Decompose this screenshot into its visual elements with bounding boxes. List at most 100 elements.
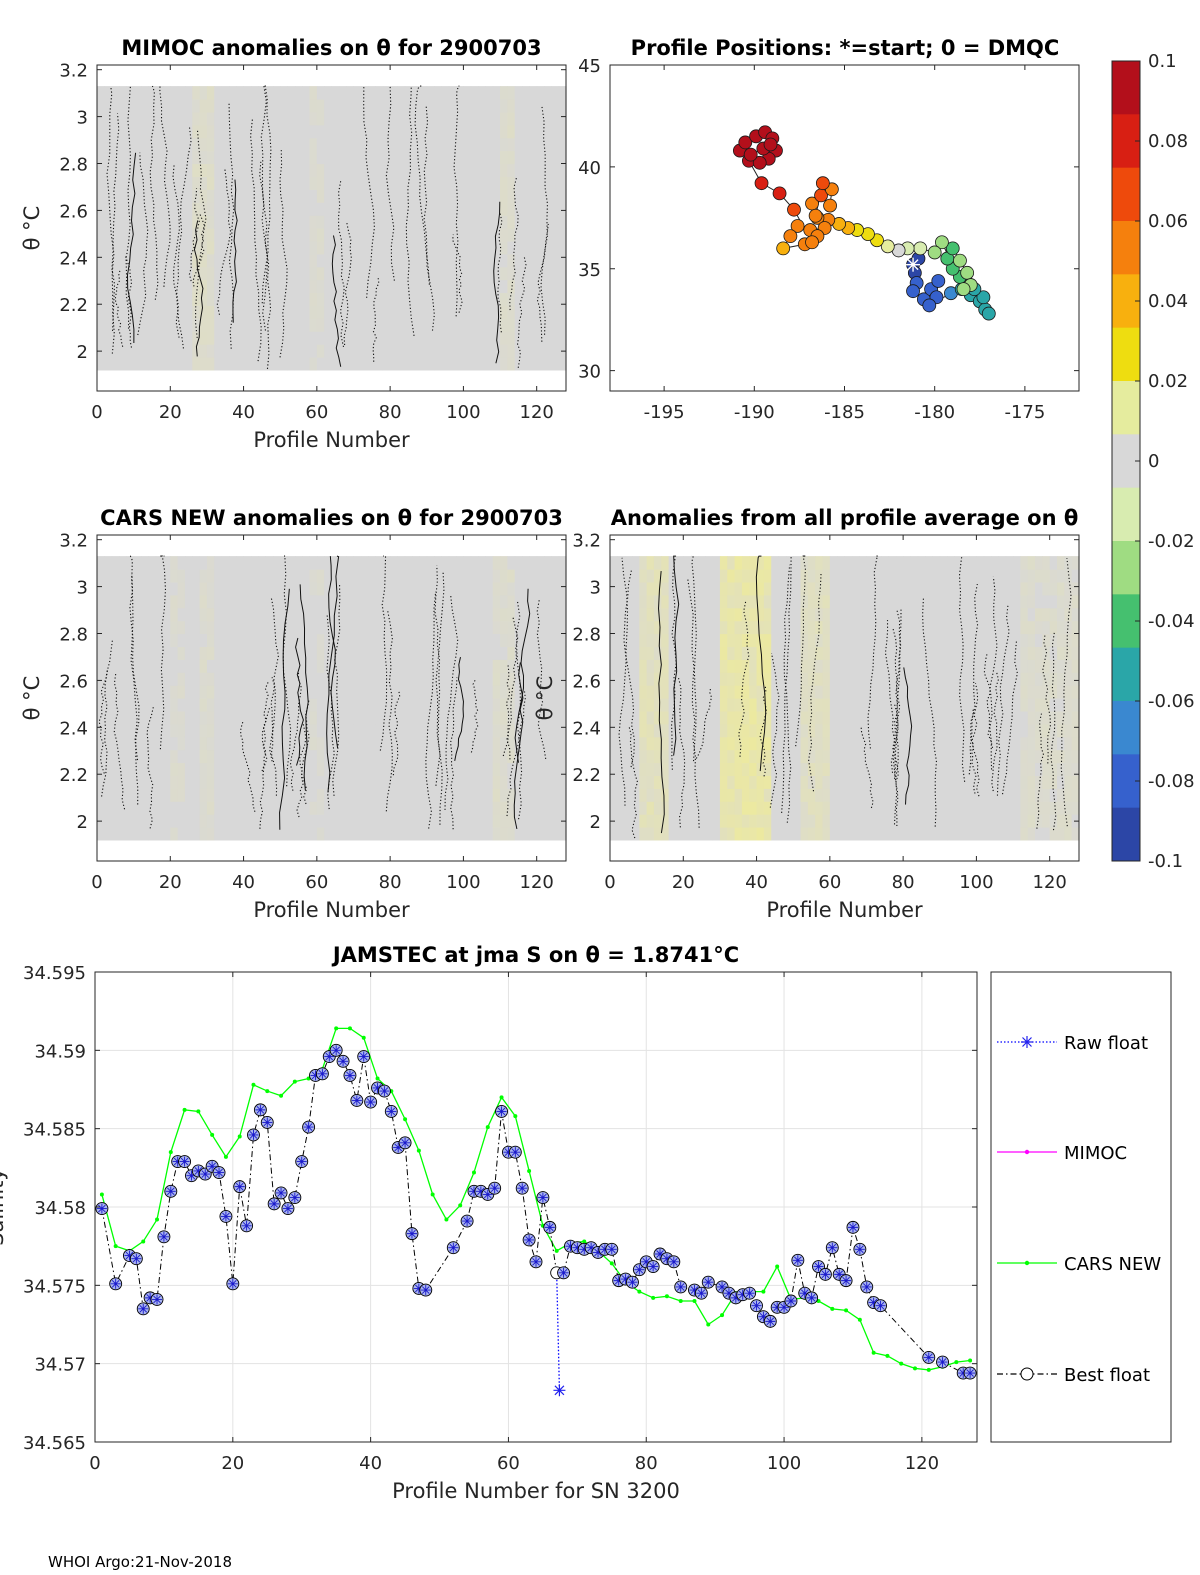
heatmap-cell (756, 581, 765, 596)
colorbar-tick-label: 0.06 (1148, 211, 1188, 232)
heatmap-cell (390, 344, 399, 358)
heatmap-cell (236, 163, 245, 178)
heatmap-cell (1064, 556, 1073, 570)
heatmap-cell (177, 124, 186, 139)
heatmap-cell (324, 775, 333, 789)
heatmap-cell (881, 646, 890, 660)
heatmap-cell (243, 99, 252, 113)
heatmap-cell (881, 569, 890, 583)
heatmap-cell (192, 620, 201, 635)
heatmap-cell (925, 672, 934, 686)
heatmap-cell (1049, 723, 1058, 738)
heatmap-cell (228, 556, 237, 570)
heatmap-cell (551, 253, 560, 268)
heatmap-cell (551, 607, 560, 622)
heatmap-cell (258, 710, 267, 725)
heatmap-cell (346, 762, 355, 776)
heatmap-cell (111, 292, 120, 306)
heatmap-cell (456, 176, 465, 190)
heatmap-cell (287, 749, 296, 764)
heatmap-cell (829, 685, 838, 699)
heatmap-cell (177, 762, 186, 776)
heatmap-cell (1042, 672, 1051, 686)
heatmap-cell (265, 318, 274, 332)
x-tick-label: 60 (305, 872, 328, 893)
heatmap-cell (653, 710, 662, 725)
heatmap-cell (133, 646, 142, 660)
heatmap-cell (507, 620, 516, 635)
heatmap-cell (522, 228, 530, 242)
heatmap-cell (404, 137, 413, 152)
heatmap-cell (668, 556, 677, 570)
heatmap-cell (104, 305, 113, 319)
heatmap-cell (338, 788, 347, 802)
heatmap-cell (243, 163, 252, 178)
heatmap-cell (294, 266, 303, 281)
heatmap-cell (749, 620, 758, 635)
heatmap-cell (118, 814, 127, 828)
heatmap-cell (470, 202, 479, 216)
raw-float-marker (751, 1300, 762, 1311)
heatmap-cell (272, 710, 281, 725)
heatmap-cell (653, 698, 662, 712)
heatmap-cell (1013, 620, 1021, 635)
heatmap-cell (888, 581, 897, 596)
heatmap-cell (800, 685, 809, 699)
heatmap-cell (866, 581, 875, 596)
heatmap-cell (492, 356, 501, 371)
heatmap-cell (522, 124, 530, 139)
heatmap-cell (375, 788, 384, 802)
heatmap-cell (705, 736, 714, 751)
heatmap-cell (456, 124, 465, 139)
y-axis-label: θ °C (533, 676, 557, 721)
heatmap-cell (170, 111, 179, 126)
heatmap-cell (346, 736, 355, 751)
heatmap-cell (536, 646, 545, 660)
axes-box (96, 534, 567, 862)
raw-float-marker (317, 1068, 328, 1079)
heatmap-cell (148, 607, 157, 622)
heatmap-cell (331, 176, 340, 190)
heatmap-cell (829, 723, 838, 738)
heatmap-cell (456, 137, 465, 152)
heatmap-cell (228, 176, 237, 190)
heatmap-cell (155, 659, 164, 673)
heatmap-cell (360, 581, 369, 596)
heatmap-cell (529, 292, 538, 306)
heatmap-cell (111, 163, 120, 178)
heatmap-cell (639, 620, 648, 635)
heatmap-cell (514, 266, 523, 281)
heatmap-cell (873, 762, 882, 776)
heatmap-cell (206, 788, 215, 802)
heatmap-cell (558, 137, 567, 152)
heatmap-cell (610, 659, 618, 673)
heatmap-cell (991, 672, 999, 686)
heatmap-cell (1020, 723, 1029, 738)
heatmap-cell (683, 775, 692, 789)
heatmap-cell (221, 150, 230, 165)
heatmap-cell (192, 646, 201, 660)
heatmap-cell (97, 189, 105, 203)
heatmap-cell (104, 150, 113, 165)
heatmap-cell (712, 620, 721, 635)
heatmap-cell (309, 266, 318, 281)
heatmap-cell (287, 594, 296, 609)
heatmap-cell (910, 672, 919, 686)
heatmap-cell (148, 344, 157, 358)
heatmap-cell (514, 163, 523, 178)
heatmap-cell (346, 672, 355, 686)
heatmap-cell (529, 633, 538, 648)
heatmap-cell (368, 556, 377, 570)
heatmap-cell (368, 775, 377, 789)
y-tick-label: 2.8 (59, 625, 88, 646)
heatmap-cell (1071, 581, 1080, 596)
heatmap-cell (536, 253, 545, 268)
heatmap-cell (236, 356, 245, 371)
heatmap-cell (236, 266, 245, 281)
heatmap-cell (478, 266, 486, 281)
heatmap-cell (214, 331, 223, 345)
heatmap-cell (631, 607, 640, 622)
heatmap-cell (514, 685, 523, 699)
heatmap-cell (507, 228, 516, 242)
cars-new-point (113, 1244, 118, 1249)
